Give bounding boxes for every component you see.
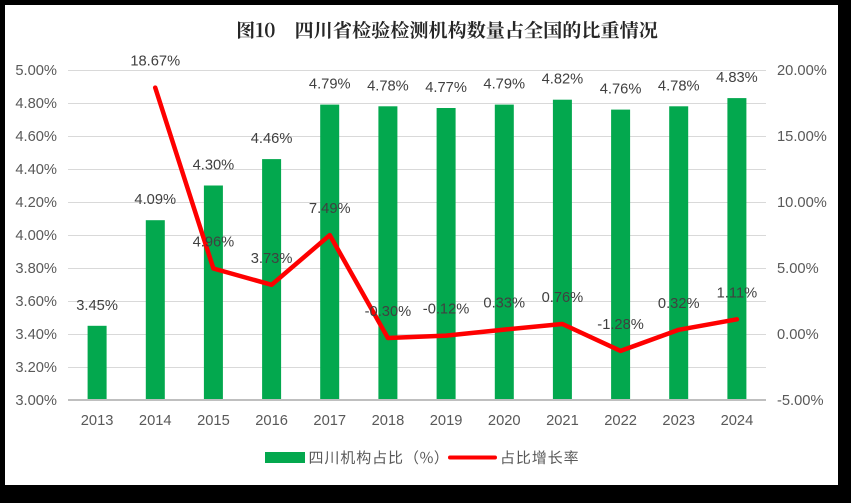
svg-text:3.73%: 3.73%	[251, 251, 293, 267]
svg-text:3.20%: 3.20%	[15, 360, 57, 376]
svg-text:3.45%: 3.45%	[76, 298, 118, 314]
svg-text:4.46%: 4.46%	[251, 131, 293, 147]
svg-text:4.83%: 4.83%	[716, 70, 758, 86]
svg-text:4.78%: 4.78%	[658, 78, 700, 94]
svg-text:-0.30%: -0.30%	[365, 304, 412, 320]
svg-text:2024: 2024	[721, 413, 754, 429]
svg-text:2023: 2023	[662, 413, 695, 429]
svg-text:4.82%: 4.82%	[542, 72, 584, 88]
svg-text:3.80%: 3.80%	[15, 261, 57, 277]
svg-text:4.00%: 4.00%	[15, 228, 57, 244]
svg-text:0.32%: 0.32%	[658, 296, 700, 312]
svg-text:-1.28%: -1.28%	[597, 317, 644, 333]
svg-text:3.60%: 3.60%	[15, 294, 57, 310]
svg-text:18.67%: 18.67%	[130, 54, 180, 70]
svg-text:2022: 2022	[604, 413, 637, 429]
svg-text:2015: 2015	[197, 413, 230, 429]
svg-text:4.96%: 4.96%	[193, 235, 235, 251]
svg-text:4.79%: 4.79%	[309, 77, 351, 93]
svg-text:2020: 2020	[488, 413, 521, 429]
svg-text:0.00%: 0.00%	[777, 327, 819, 343]
svg-text:4.80%: 4.80%	[15, 96, 57, 112]
svg-text:5.00%: 5.00%	[777, 261, 819, 277]
svg-text:4.79%: 4.79%	[483, 77, 525, 93]
svg-text:3.00%: 3.00%	[15, 393, 57, 409]
svg-text:20.00%: 20.00%	[777, 63, 827, 79]
svg-text:-5.00%: -5.00%	[777, 393, 824, 409]
svg-text:15.00%: 15.00%	[777, 129, 827, 145]
svg-text:2017: 2017	[313, 413, 346, 429]
svg-text:4.77%: 4.77%	[425, 80, 467, 96]
svg-text:7.49%: 7.49%	[309, 201, 351, 217]
svg-text:4.76%: 4.76%	[600, 82, 642, 98]
svg-text:2021: 2021	[546, 413, 579, 429]
svg-text:2014: 2014	[139, 413, 172, 429]
svg-text:10.00%: 10.00%	[777, 195, 827, 211]
svg-text:4.60%: 4.60%	[15, 129, 57, 145]
svg-text:4.09%: 4.09%	[134, 192, 176, 208]
svg-text:4.78%: 4.78%	[367, 78, 409, 94]
svg-text:2013: 2013	[81, 413, 114, 429]
svg-text:0.33%: 0.33%	[483, 296, 525, 312]
svg-text:2018: 2018	[372, 413, 405, 429]
svg-text:4.30%: 4.30%	[193, 158, 235, 174]
svg-text:2016: 2016	[255, 413, 288, 429]
svg-text:3.40%: 3.40%	[15, 327, 57, 343]
svg-text:5.00%: 5.00%	[15, 63, 57, 79]
svg-text:4.20%: 4.20%	[15, 195, 57, 211]
svg-text:4.40%: 4.40%	[15, 162, 57, 178]
svg-text:0.76%: 0.76%	[542, 290, 584, 306]
svg-text:-0.12%: -0.12%	[423, 302, 470, 318]
svg-text:2019: 2019	[430, 413, 463, 429]
svg-text:1.11%: 1.11%	[717, 285, 758, 301]
